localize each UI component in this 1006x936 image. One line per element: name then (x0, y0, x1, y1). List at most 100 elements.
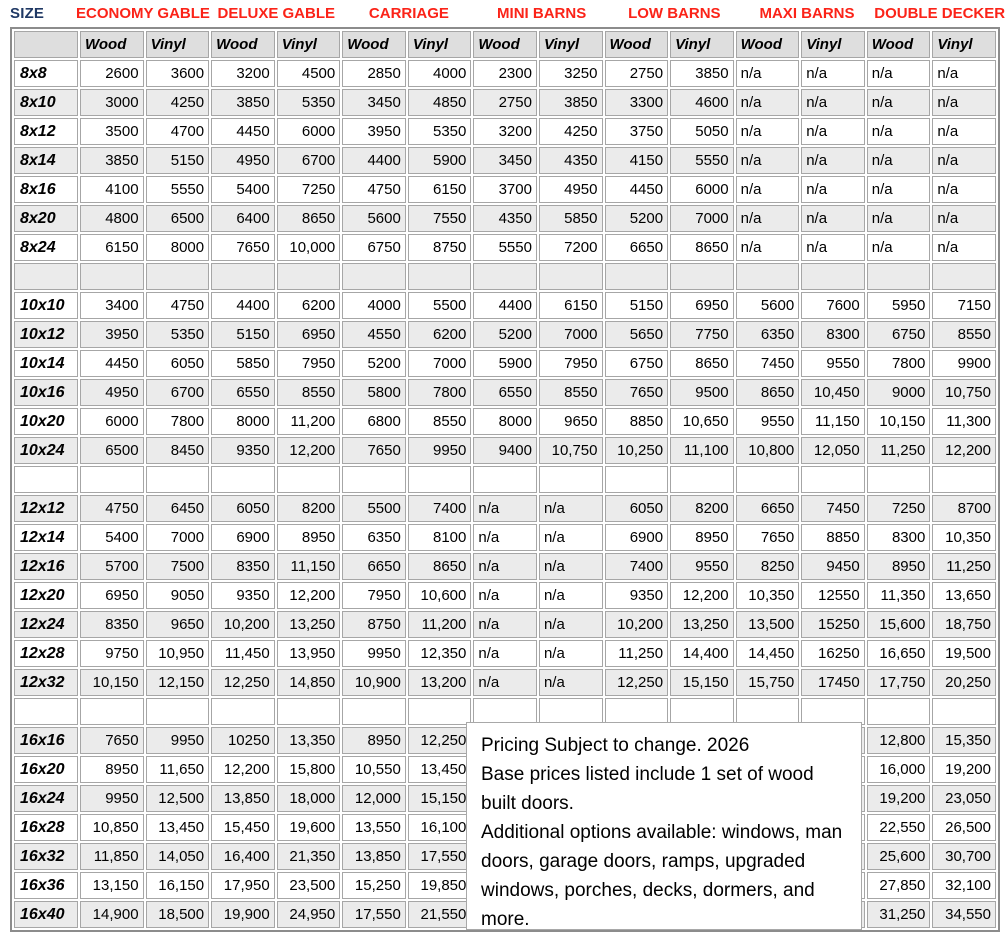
price-cell (801, 466, 865, 493)
price-cell: 8650 (670, 234, 734, 261)
price-cell: 8850 (801, 524, 865, 551)
price-cell: 10,350 (735, 582, 800, 609)
table-row: 12x12 4750 6450 6050 8200 5500 7400 n/a n/a 6050 8… (14, 495, 996, 522)
material-header: Vinyl (145, 31, 210, 58)
price-cell (145, 466, 210, 493)
price-cell (538, 698, 603, 725)
price-cell: 3600 (145, 60, 210, 87)
price-cell: n/a (473, 524, 537, 551)
price-cell: 15,600 (866, 611, 931, 638)
table-row: 12x16 5700 7500 8350 11,150 6650 8650 n/a n/a 740… (14, 553, 996, 580)
price-cell: 4000 (407, 60, 472, 87)
price-cell: n/a (473, 611, 537, 638)
price-cell: 5400 (80, 524, 144, 551)
price-cell: n/a (932, 147, 996, 174)
price-cell: 5350 (145, 321, 210, 348)
price-cell: 10,900 (342, 669, 406, 696)
price-cell: 7550 (407, 205, 472, 232)
price-cell: 12550 (801, 582, 865, 609)
price-cell (801, 698, 865, 725)
size-cell: 16x16 (14, 727, 78, 754)
price-cell: 12,200 (670, 582, 734, 609)
material-header: Wood (866, 31, 931, 58)
price-cell: 12,200 (276, 582, 341, 609)
price-cell: 8550 (407, 408, 472, 435)
price-cell: 6150 (407, 176, 472, 203)
price-cell: 9550 (801, 350, 865, 377)
price-cell: n/a (735, 205, 800, 232)
size-cell: 10x14 (14, 350, 78, 377)
table-row: 10x10 3400 4750 4400 6200 4000 5500 4400 6150 515… (14, 292, 996, 319)
price-cell: n/a (538, 669, 603, 696)
price-cell: 6500 (80, 437, 144, 464)
price-cell: 10,800 (735, 437, 800, 464)
price-cell: 6900 (604, 524, 669, 551)
price-cell: 10,750 (538, 437, 603, 464)
price-cell: 16,150 (145, 872, 210, 899)
price-cell: 4800 (80, 205, 144, 232)
price-cell: 6000 (276, 118, 341, 145)
price-cell: 7600 (801, 292, 865, 319)
price-cell: 13,450 (145, 814, 210, 841)
price-cell: 5650 (604, 321, 669, 348)
price-cell: 4750 (145, 292, 210, 319)
price-cell: 3850 (80, 147, 144, 174)
size-cell: 16x32 (14, 843, 78, 870)
price-cell: 6150 (538, 292, 603, 319)
price-cell: n/a (801, 205, 865, 232)
price-cell: 5150 (145, 147, 210, 174)
price-cell (211, 263, 275, 290)
price-cell: 8950 (342, 727, 406, 754)
price-cell: 10,150 (80, 669, 144, 696)
price-cell: 4950 (538, 176, 603, 203)
price-cell: 21,350 (276, 843, 341, 870)
price-cell (80, 263, 144, 290)
size-cell: 10x12 (14, 321, 78, 348)
price-cell: 5400 (211, 176, 275, 203)
price-cell: n/a (932, 234, 996, 261)
price-cell: 6400 (211, 205, 275, 232)
price-cell: 15,450 (211, 814, 275, 841)
price-cell: 7500 (145, 553, 210, 580)
price-cell (276, 698, 341, 725)
price-cell (276, 263, 341, 290)
price-cell: n/a (473, 495, 537, 522)
price-cell: 5900 (473, 350, 537, 377)
price-cell: 13,850 (211, 785, 275, 812)
size-cell: 8x12 (14, 118, 78, 145)
notice-line: Base prices listed include 1 set of wood… (481, 764, 814, 814)
price-cell: 15,800 (276, 756, 341, 783)
price-cell: 3250 (538, 60, 603, 87)
price-cell: 7650 (342, 437, 406, 464)
material-header: Wood (735, 31, 800, 58)
price-cell: 16,400 (211, 843, 275, 870)
price-cell: n/a (866, 176, 931, 203)
price-cell (473, 263, 537, 290)
price-cell: 8950 (866, 553, 931, 580)
price-cell: 8950 (80, 756, 144, 783)
price-cell: 3400 (80, 292, 144, 319)
price-cell (735, 698, 800, 725)
price-cell: 4450 (211, 118, 275, 145)
table-row: 10x16 4950 6700 6550 8550 5800 7800 6550 8550 765… (14, 379, 996, 406)
size-cell: 10x10 (14, 292, 78, 319)
price-cell: n/a (735, 89, 800, 116)
price-cell (80, 466, 144, 493)
price-cell: 11,850 (80, 843, 144, 870)
price-cell: n/a (932, 118, 996, 145)
price-cell: 24,950 (276, 901, 341, 928)
price-cell: 12,350 (407, 640, 472, 667)
price-cell: 10,350 (932, 524, 996, 551)
price-cell: 9550 (670, 553, 734, 580)
price-cell: n/a (932, 205, 996, 232)
price-cell: 8650 (670, 350, 734, 377)
price-cell: n/a (932, 89, 996, 116)
price-cell: 4450 (604, 176, 669, 203)
price-cell: 5850 (538, 205, 603, 232)
price-cell: 7650 (735, 524, 800, 551)
price-cell: n/a (735, 234, 800, 261)
price-cell: 11,200 (407, 611, 472, 638)
price-cell: n/a (801, 89, 865, 116)
price-cell: 11,200 (276, 408, 341, 435)
